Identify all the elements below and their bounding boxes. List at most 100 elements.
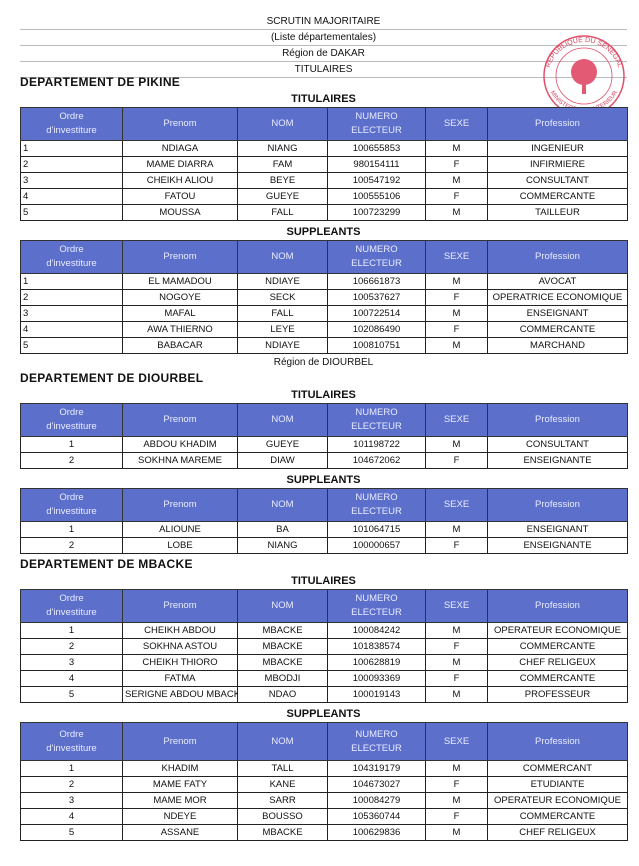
- cell: 980154111: [327, 156, 426, 173]
- cell: BEYE: [237, 172, 328, 189]
- cell: ENSEIGNANT: [487, 305, 628, 322]
- column-header: Profession: [487, 488, 628, 522]
- column-header: Prenom: [122, 403, 238, 437]
- cell: 100723299: [327, 204, 426, 221]
- cell: F: [425, 289, 488, 306]
- data-row: 5 MOUSSA FALL 100723299 M TAILLEUR: [20, 204, 628, 221]
- cell: F: [425, 452, 488, 469]
- table-head: Ordre d'investiture Prenom NOM NUMERO ELECTEU…: [20, 107, 628, 141]
- column-header-line: NOM: [271, 118, 294, 129]
- column-header-line: d'investiture: [46, 506, 97, 517]
- cell: GUEYE: [237, 188, 328, 205]
- candidate-table: Ordre d'investiture Prenom NOM NUMERO ELECTEU…: [20, 589, 628, 703]
- data-row: 1 ABDOU KHADIM GUEYE 101198722 M CONSULTANT: [20, 436, 628, 453]
- table-body: 1 NDIAGA NIANG 100655853 M INGENIEUR 2 MAME DIA…: [20, 140, 628, 221]
- cell: M: [425, 436, 488, 453]
- column-header: Profession: [487, 722, 628, 761]
- cell: COMMERCANTE: [487, 188, 628, 205]
- column-header: Prenom: [122, 107, 238, 141]
- data-row: 1 KHADIM TALL 104319179 M COMMERCANT: [20, 760, 628, 777]
- column-header-line: d'investiture: [46, 125, 97, 136]
- column-header-line: ELECTEUR: [351, 258, 402, 269]
- table-body: 1 EL MAMADOU NDIAYE 106661873 M AVOCAT 2 NOGOYE…: [20, 273, 628, 354]
- list-block: SUPPLEANTS Ordre d'investiture Prenom NOM NUM…: [20, 471, 628, 554]
- cell: 4: [20, 321, 123, 338]
- cell: CHEF RELIGEUX: [487, 824, 628, 841]
- cell: BOUSSO: [237, 808, 328, 825]
- header-line: Région de DAKAR: [20, 46, 627, 62]
- cell: 100629836: [327, 824, 426, 841]
- cell: 5: [20, 337, 123, 354]
- cell: BABACAR: [122, 337, 238, 354]
- cell: NDIAYE: [237, 273, 328, 290]
- cell: COMMERCANTE: [487, 670, 628, 687]
- cell: TAILLEUR: [487, 204, 628, 221]
- cell: COMMERCANTE: [487, 321, 628, 338]
- cell: OPERATEUR ECONOMIQUE: [487, 792, 628, 809]
- table-head: Ordre d'investiture Prenom NOM NUMERO ELECTEU…: [20, 488, 628, 522]
- column-header: Profession: [487, 403, 628, 437]
- column-header-line: Profession: [535, 118, 580, 129]
- cell: 106661873: [327, 273, 426, 290]
- cell: 1: [20, 521, 123, 538]
- data-row: 4 FATMA MBODJI 100093369 F COMMERCANTE: [20, 670, 628, 687]
- data-row: 3 CHEIKH THIORO MBACKE 100628819 M CHEF RELIG…: [20, 654, 628, 671]
- header-row: Ordre d'investiture Prenom NOM NUMERO ELECTEU…: [20, 240, 628, 274]
- cell: NIANG: [237, 140, 328, 157]
- header-row: Ordre d'investiture Prenom NOM NUMERO ELECTEU…: [20, 403, 628, 437]
- column-header-line: Prenom: [163, 600, 197, 611]
- column-header: Profession: [487, 107, 628, 141]
- cell: NDIAYE: [237, 337, 328, 354]
- header-row: Ordre d'investiture Prenom NOM NUMERO ELECTEU…: [20, 722, 628, 761]
- cell: CHEIKH ABDOU: [122, 622, 238, 639]
- column-header-line: Profession: [535, 600, 580, 611]
- cell: F: [425, 321, 488, 338]
- cell: M: [425, 172, 488, 189]
- column-header-line: NOM: [271, 499, 294, 510]
- cell: F: [425, 188, 488, 205]
- column-header: NOM: [237, 488, 328, 522]
- cell: F: [425, 808, 488, 825]
- cell: ASSANE: [122, 824, 238, 841]
- cell: NDEYE: [122, 808, 238, 825]
- cell: 100000657: [327, 537, 426, 554]
- cell: 1: [20, 140, 123, 157]
- cell: M: [425, 760, 488, 777]
- data-row: 3 CHEIKH ALIOU BEYE 100547192 M CONSULTANT: [20, 172, 628, 189]
- list-block: TITULAIRES Ordre d'investiture Prenom NOM NUM…: [20, 386, 628, 469]
- stamp-inner-ring: [555, 47, 613, 105]
- data-row: 1 CHEIKH ABDOU MBACKE 100084242 M OPERATEUR E…: [20, 622, 628, 639]
- cell: M: [425, 204, 488, 221]
- cell: OPERATRICE ECONOMIQUE: [487, 289, 628, 306]
- region-label: Région de DIOURBEL: [273, 357, 374, 368]
- cell: M: [425, 654, 488, 671]
- cell: SARR: [237, 792, 328, 809]
- table-head: Ordre d'investiture Prenom NOM NUMERO ELECTEU…: [20, 240, 628, 274]
- cell: 4: [20, 188, 123, 205]
- header-line: SCRUTIN MAJORITAIRE: [20, 14, 627, 30]
- data-row: 4 FATOU GUEYE 100555106 F COMMERCANTE: [20, 188, 628, 205]
- cell: FATMA: [122, 670, 238, 687]
- cell: 100810751: [327, 337, 426, 354]
- column-header: NOM: [237, 403, 328, 437]
- cell: CONSULTANT: [487, 172, 628, 189]
- cell: COMMERCANTE: [487, 808, 628, 825]
- column-header-line: ELECTEUR: [351, 125, 402, 136]
- cell: FATOU: [122, 188, 238, 205]
- cell: 100722514: [327, 305, 426, 322]
- column-header: NOM: [237, 589, 328, 623]
- column-header-line: SEXE: [443, 414, 470, 425]
- cell: M: [425, 824, 488, 841]
- data-row: 4 AWA THIERNO LEYE 102086490 F COMMERCANTE: [20, 321, 628, 338]
- column-header-line: SEXE: [443, 735, 470, 747]
- cell: MAFAL: [122, 305, 238, 322]
- cell: ABDOU KHADIM: [122, 436, 238, 453]
- cell: OPERATEUR ECONOMIQUE: [487, 622, 628, 639]
- cell: F: [425, 638, 488, 655]
- column-header-line: ELECTEUR: [351, 421, 402, 432]
- cell: 5: [20, 204, 123, 221]
- cell: PROFESSEUR: [487, 686, 628, 703]
- data-row: 2 MAME DIARRA FAM 980154111 F INFIRMIERE: [20, 156, 628, 173]
